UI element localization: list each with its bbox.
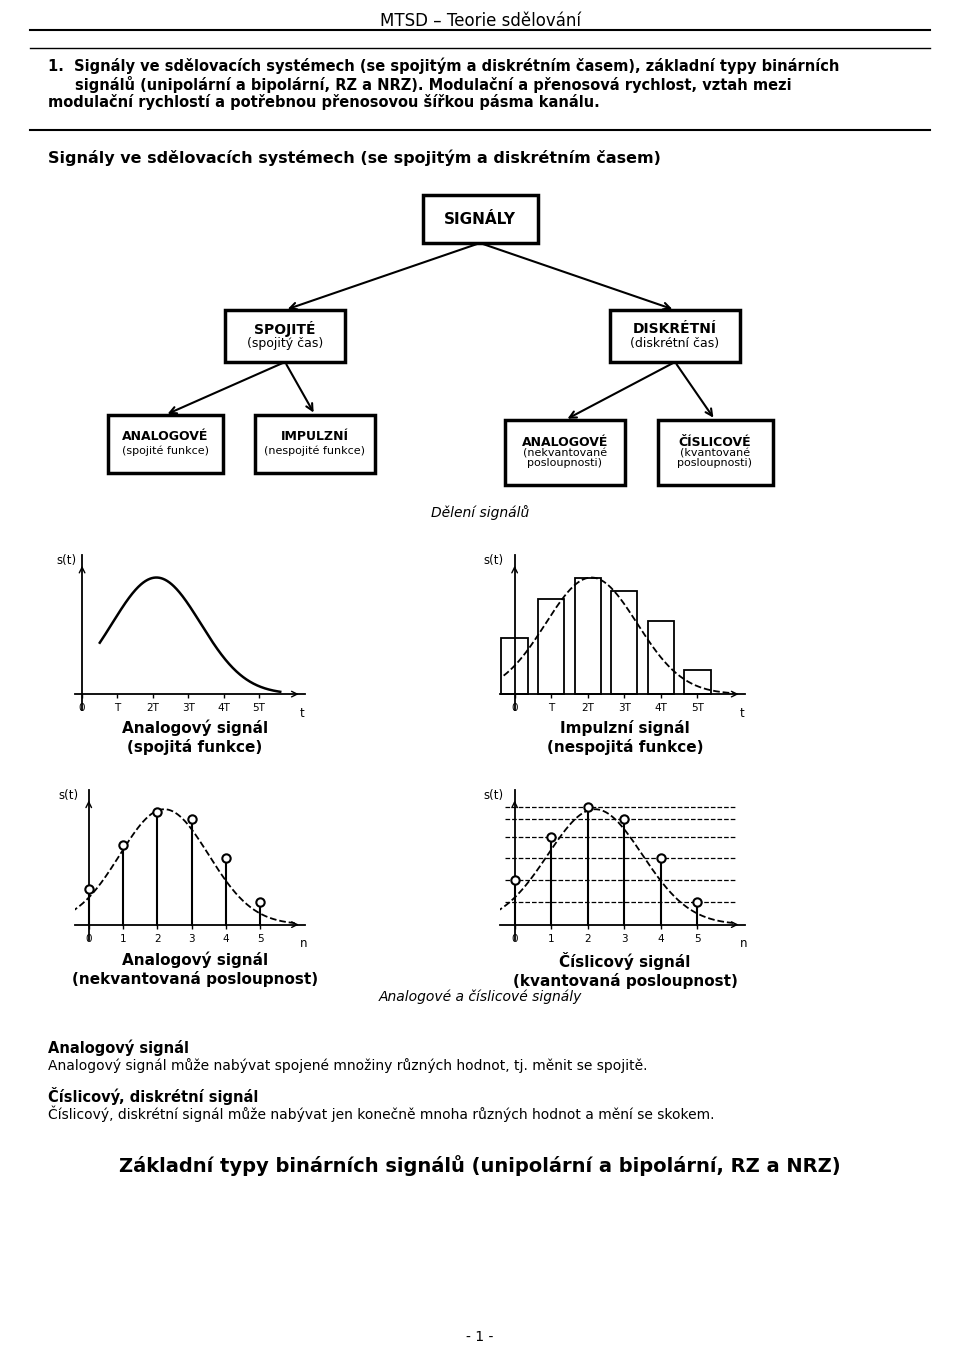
Bar <box>505 421 625 484</box>
Text: Analogový signál
(spojitá funkce): Analogový signál (spojitá funkce) <box>122 721 268 754</box>
Text: Analogový signál může nabývat spojené množiny různých hodnot, tj. měnit se spoji: Analogový signál může nabývat spojené mn… <box>48 1058 647 1073</box>
Text: ČÍSLICOVÉ: ČÍSLICOVÉ <box>679 436 752 449</box>
Text: (kvantované: (kvantované <box>680 449 750 459</box>
Text: IMPULZNÍ: IMPULZNÍ <box>281 430 349 444</box>
Text: Impulzní signál
(nespojitá funkce): Impulzní signál (nespojitá funkce) <box>547 721 704 754</box>
Text: Číslicový, diskrétní signál: Číslicový, diskrétní signál <box>48 1087 258 1105</box>
Text: (nespojité funkce): (nespojité funkce) <box>265 445 366 456</box>
Bar <box>648 622 674 693</box>
Text: MTSD – Teorie sdělování: MTSD – Teorie sdělování <box>379 12 581 30</box>
Text: s(t): s(t) <box>59 788 79 802</box>
Text: Signály ve sdělovacích systémech (se spojitým a diskrétním časem): Signály ve sdělovacích systémech (se spo… <box>48 151 660 167</box>
Text: s(t): s(t) <box>484 788 504 802</box>
Bar <box>422 195 538 243</box>
Text: signálů (unipolární a bipolární, RZ a NRZ). Modulační a přenosová rychlost, vzta: signálů (unipolární a bipolární, RZ a NR… <box>75 76 792 94</box>
Bar <box>610 309 740 362</box>
Bar <box>658 421 773 484</box>
Bar <box>684 670 710 693</box>
Bar <box>255 415 375 474</box>
Text: posloupnosti): posloupnosti) <box>527 459 603 468</box>
Text: n: n <box>739 938 747 950</box>
Bar <box>538 598 564 693</box>
Text: Analogový signál: Analogový signál <box>48 1039 189 1057</box>
Bar <box>501 638 528 693</box>
Text: Číslicový, diskrétní signál může nabývat jen konečně mnoha různých hodnot a mění: Číslicový, diskrétní signál může nabývat… <box>48 1105 714 1121</box>
Text: 1.  Signály ve sdělovacích systémech (se spojitým a diskrétním časem), základní : 1. Signály ve sdělovacích systémech (se … <box>48 58 839 75</box>
Text: ANALOGOVÉ: ANALOGOVÉ <box>522 436 609 449</box>
Text: Základní typy binárních signálů (unipolární a bipolární, RZ a NRZ): Základní typy binárních signálů (unipolá… <box>119 1155 841 1177</box>
Text: (spojitý čas): (spojitý čas) <box>247 337 324 350</box>
Text: Číslicový signál
(kvantovaná posloupnost): Číslicový signál (kvantovaná posloupnost… <box>513 953 737 989</box>
Text: Analogový signál
(nekvantovaná posloupnost): Analogový signál (nekvantovaná posloupno… <box>72 953 318 987</box>
Text: (diskrétní čas): (diskrétní čas) <box>631 337 720 350</box>
Text: posloupnosti): posloupnosti) <box>678 459 753 468</box>
Bar <box>225 309 345 362</box>
Text: - 1 -: - 1 - <box>467 1330 493 1343</box>
Text: Analogové a číslicové signály: Analogové a číslicové signály <box>378 991 582 1004</box>
Text: n: n <box>300 938 307 950</box>
Text: DISKRÉTNÍ: DISKRÉTNÍ <box>633 322 717 337</box>
Text: t: t <box>739 707 744 721</box>
Bar <box>108 415 223 474</box>
Text: modulační rychlostí a potřebnou přenosovou šířkou pásma kanálu.: modulační rychlostí a potřebnou přenosov… <box>48 94 600 110</box>
Text: s(t): s(t) <box>57 554 77 567</box>
Text: SIGNÁLY: SIGNÁLY <box>444 212 516 227</box>
Text: ANALOGOVÉ: ANALOGOVÉ <box>122 430 208 444</box>
Text: t: t <box>300 707 304 721</box>
Bar <box>612 590 637 693</box>
Text: SPOJITÉ: SPOJITÉ <box>254 322 316 337</box>
Text: s(t): s(t) <box>484 554 504 567</box>
Text: Dělení signálů: Dělení signálů <box>431 505 529 520</box>
Bar <box>575 578 601 693</box>
Text: (spojité funkce): (spojité funkce) <box>122 445 208 456</box>
Text: (nekvantované: (nekvantované <box>523 449 607 459</box>
